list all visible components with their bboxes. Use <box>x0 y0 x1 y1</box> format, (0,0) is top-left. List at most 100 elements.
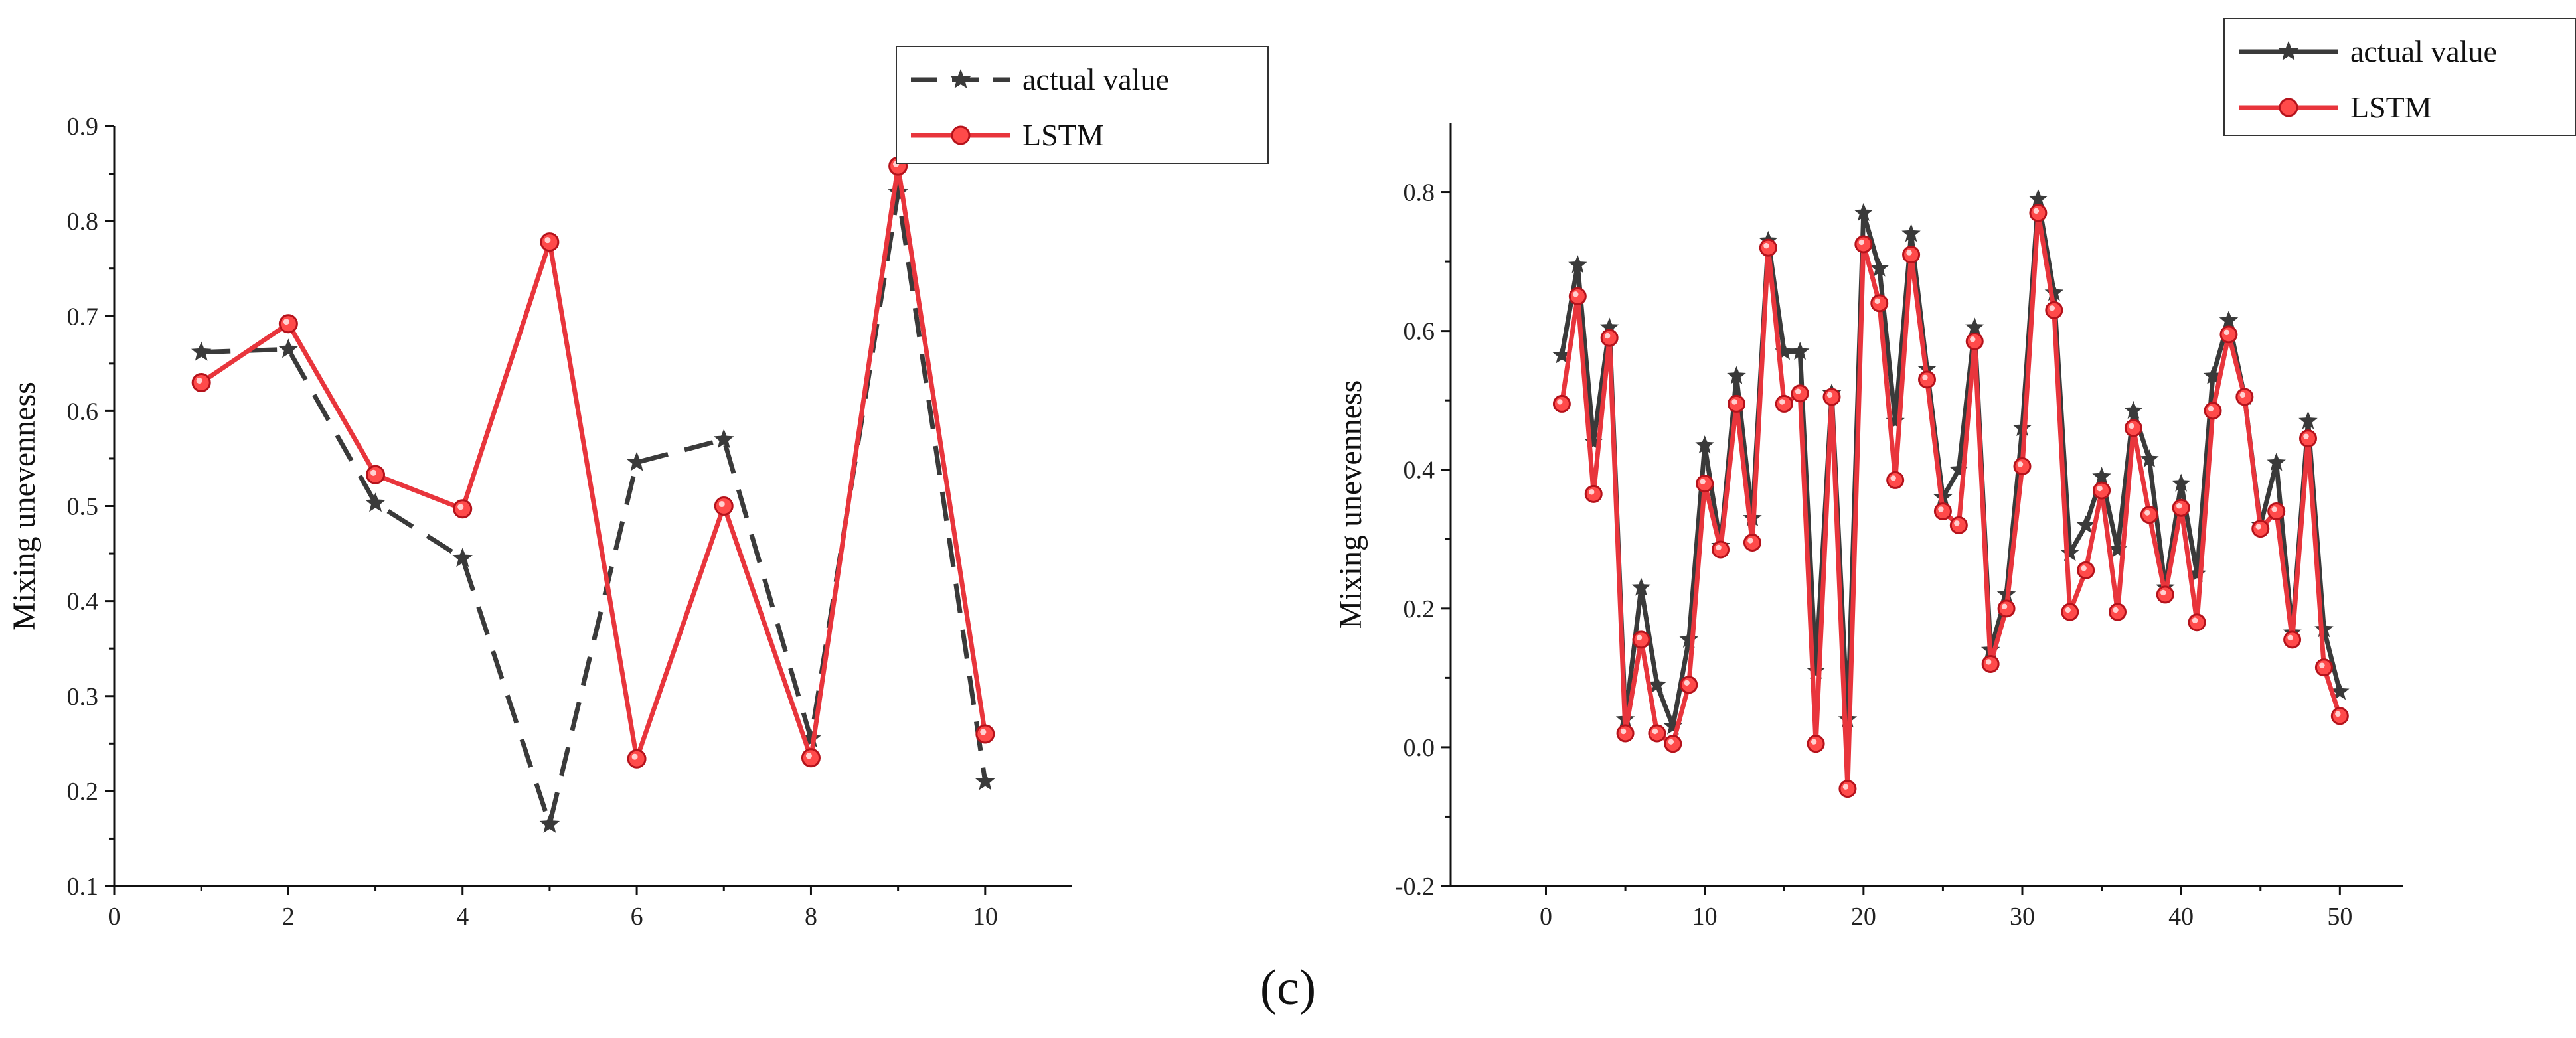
y-tick-label: -0.2 <box>1395 873 1435 901</box>
actual-value-point <box>191 341 212 361</box>
actual-value-point <box>452 548 473 567</box>
y-tick-label: 0.9 <box>67 113 99 141</box>
actual-value-point <box>2203 366 2223 384</box>
lstm-point-highlight <box>1970 336 1976 342</box>
lstm-point-highlight <box>2144 510 2150 516</box>
lstm-point-highlight <box>980 729 987 735</box>
actual-value-point <box>1679 629 1698 648</box>
x-tick-label: 0 <box>108 903 121 930</box>
actual-value-point <box>1886 411 1905 429</box>
lstm-point-highlight <box>2255 524 2261 530</box>
lstm-point-highlight <box>1938 506 1944 512</box>
actual-value-point <box>1663 716 1683 735</box>
lstm-point <box>1822 388 1841 406</box>
lstm-point-highlight <box>1731 399 1737 405</box>
lstm-point <box>2330 707 2349 725</box>
figure-caption: (c) <box>1259 960 1317 1015</box>
lstm-point-highlight <box>370 469 377 476</box>
lstm-point <box>2029 204 2048 222</box>
lstm-point <box>1616 724 1635 743</box>
legend-label: actual value <box>1022 62 1169 96</box>
actual-value-point <box>1775 342 1794 360</box>
lstm-point <box>1918 370 1936 389</box>
legend-star-icon <box>950 69 971 88</box>
lstm-point-highlight <box>2097 485 2103 492</box>
y-axis-title: Mixing unevenness <box>7 382 42 630</box>
lstm-point <box>2124 419 2142 437</box>
lstm-point <box>2235 388 2254 406</box>
actual-value-point <box>1965 317 1984 336</box>
lstm-point <box>1632 630 1650 649</box>
actual-value-point <box>2092 467 2111 485</box>
lstm-point <box>1712 540 1730 559</box>
lstm-point-highlight <box>2192 617 2198 623</box>
y-tick-label: 0.3 <box>67 683 99 711</box>
lstm-point-highlight <box>1652 728 1658 735</box>
lstm-point-highlight <box>2176 503 2182 509</box>
lstm-point-highlight <box>2033 208 2040 214</box>
lstm-point <box>2109 603 2127 621</box>
actual-value-point <box>1870 258 1889 277</box>
lstm-point <box>1680 676 1698 694</box>
y-tick-label: 0.4 <box>67 588 99 616</box>
x-tick-label: 2 <box>282 903 295 930</box>
actual-value-point <box>1727 366 1746 384</box>
lstm-point-highlight <box>2065 607 2071 613</box>
lstm-point <box>1664 735 1682 753</box>
actual-value-point <box>888 182 908 202</box>
x-tick-label: 4 <box>456 903 469 930</box>
lstm-point <box>2093 481 2111 500</box>
lstm-point-highlight <box>1747 538 1753 544</box>
lstm-point-highlight <box>283 319 289 325</box>
lstm-point-highlight <box>2271 506 2277 512</box>
y-tick-label: 0.5 <box>67 493 99 521</box>
lstm-point <box>1648 724 1666 743</box>
actual-value-point <box>278 338 299 358</box>
legend-box <box>2223 18 2576 136</box>
actual-value-point <box>2267 453 2286 471</box>
lstm-point <box>1981 654 2000 673</box>
lstm-point <box>1854 235 1873 254</box>
lstm-point-highlight <box>805 753 813 759</box>
lstm-point <box>2204 402 2222 420</box>
x-tick-label: 6 <box>631 903 643 930</box>
lstm-point <box>2299 429 2317 448</box>
lstm-point <box>2188 613 2206 632</box>
actual-value-point <box>2330 682 2350 700</box>
lstm-point-highlight <box>2001 603 2008 610</box>
lstm-point <box>2061 603 2079 621</box>
lstm-point-highlight <box>1985 659 1992 665</box>
x-tick-label: 40 <box>2168 903 2194 930</box>
lstm-point <box>1933 502 1952 520</box>
lstm-point-highlight <box>2319 662 2325 668</box>
lstm-point <box>2013 457 2032 475</box>
x-tick-label: 10 <box>1692 903 1718 930</box>
lstm-point-highlight <box>2239 392 2246 398</box>
actual-value-point <box>1806 660 1826 679</box>
actual-value-point <box>2187 563 2207 582</box>
legend-label: LSTM <box>1022 118 1104 152</box>
lstm-point-highlight <box>1890 475 1896 481</box>
y-axis-title: Mixing unevenness <box>1333 380 1368 629</box>
lstm-point-highlight <box>1620 728 1627 735</box>
actual-value-point <box>2314 619 2334 638</box>
lstm-point-highlight <box>1858 239 1865 246</box>
y-tick-label: 0.7 <box>67 303 99 331</box>
lstm-point-highlight <box>1604 333 1611 339</box>
actual-value-point <box>2219 311 2239 329</box>
actual-value-point <box>2298 411 2318 429</box>
lstm-point-highlight <box>2129 423 2134 429</box>
lstm-point-highlight <box>2160 589 2166 596</box>
lstm-point-highlight <box>2208 406 2214 412</box>
lstm-point <box>1775 394 1793 413</box>
lstm-point <box>1870 294 1889 313</box>
actual-value-series-line <box>1559 196 2342 729</box>
lstm-point-highlight <box>1922 374 1928 381</box>
x-tick-label: 20 <box>1851 903 1876 930</box>
lstm-point <box>1759 238 1777 257</box>
lstm-point <box>2172 498 2190 517</box>
legend-label: actual value <box>2350 35 2497 68</box>
y-tick-label: 0.1 <box>67 873 99 901</box>
lstm-point <box>1949 516 1968 534</box>
